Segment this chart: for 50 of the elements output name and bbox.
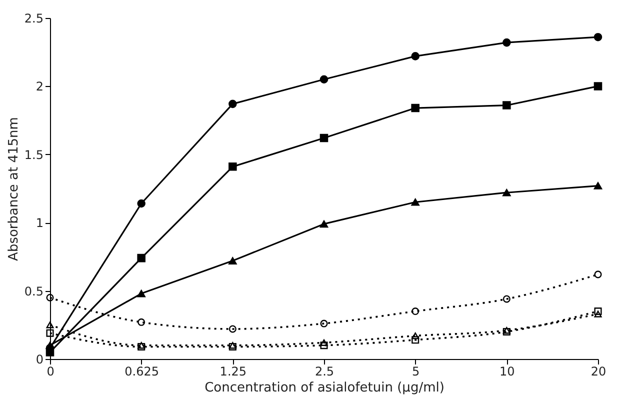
- point: [502, 101, 511, 110]
- x-tick-label: 20: [590, 364, 606, 378]
- point: [411, 104, 420, 112]
- x-axis-title: Concentration of asialofetuin (μg/ml): [204, 380, 444, 396]
- x-tick-label: 2.5: [314, 364, 334, 378]
- point: [502, 188, 511, 196]
- point: [137, 290, 146, 298]
- point: [412, 336, 420, 344]
- point: [594, 32, 602, 42]
- point: [46, 342, 54, 350]
- point: [228, 257, 237, 264]
- point: [412, 308, 420, 316]
- y-tick-label: 2: [36, 80, 44, 94]
- y-tick-label: 0: [36, 352, 44, 366]
- point: [320, 339, 328, 346]
- point: [594, 182, 602, 190]
- point: [411, 198, 420, 206]
- x-tick-label: 0: [46, 364, 54, 378]
- point: [46, 322, 54, 328]
- x-tick-label: 10: [500, 364, 515, 378]
- point: [594, 308, 602, 316]
- point: [46, 348, 54, 356]
- point: [138, 318, 146, 326]
- y-tick-label: 0.5: [24, 284, 44, 298]
- point: [412, 332, 420, 340]
- point: [137, 199, 146, 208]
- y-tick-label: 1: [36, 216, 44, 230]
- y-tick-label: 2.5: [24, 12, 44, 26]
- y-axis-title: Absorbance at 415nm: [6, 117, 22, 261]
- point: [46, 294, 54, 302]
- point: [320, 134, 328, 142]
- point: [320, 320, 328, 328]
- y-tick-label: 1.5: [24, 148, 44, 162]
- x-tick-label: 5: [412, 364, 420, 378]
- point: [594, 82, 602, 90]
- x-tick-label: 0.625: [124, 364, 160, 378]
- point: [594, 270, 602, 278]
- point: [502, 295, 510, 303]
- point: [411, 52, 420, 60]
- point: [320, 220, 328, 228]
- point: [320, 75, 328, 84]
- point: [502, 38, 511, 47]
- point: [594, 310, 602, 318]
- point: [228, 162, 237, 171]
- point: [228, 100, 237, 108]
- point: [46, 329, 54, 337]
- point: [228, 325, 236, 333]
- point: [137, 254, 146, 262]
- point: [320, 342, 328, 350]
- x-tick-label: 1.25: [220, 364, 247, 378]
